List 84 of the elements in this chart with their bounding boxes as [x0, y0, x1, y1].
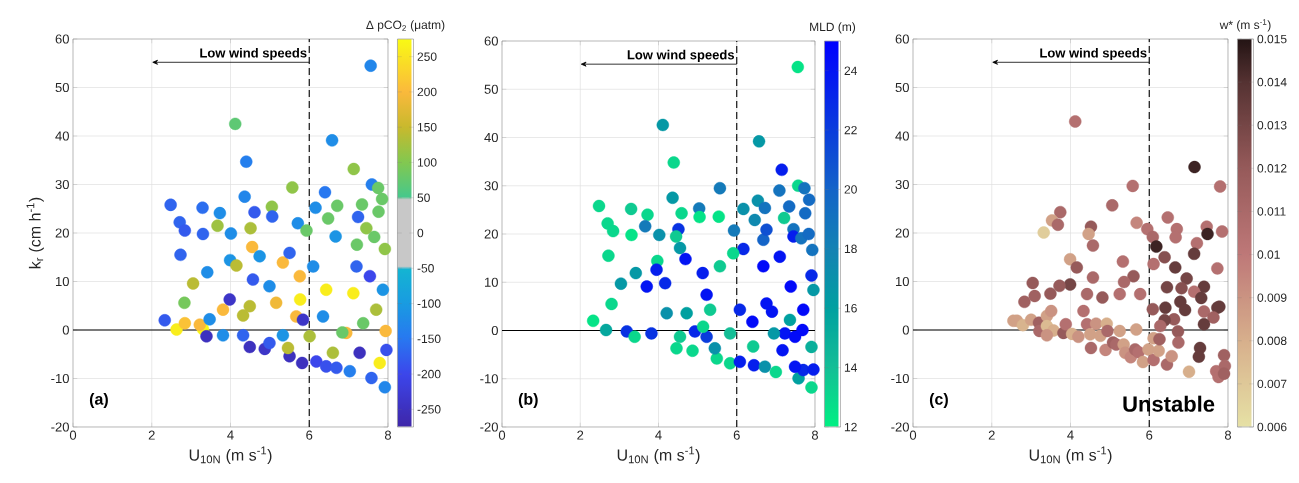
y-tick-label: 0	[62, 325, 69, 335]
annotation: (b)	[518, 393, 538, 409]
y-tick-label: -10	[891, 373, 909, 384]
annotation: (a)	[89, 393, 108, 408]
annotation: Low wind speeds	[1040, 47, 1147, 61]
color-bar-label: 50	[417, 193, 430, 202]
y-tick-label: -10	[51, 373, 69, 384]
x-tick-label: 8	[811, 430, 819, 440]
color-bar-label: 0.014	[1257, 77, 1287, 87]
y-tick-label: 30	[484, 181, 498, 191]
color-bar-label: 24	[844, 66, 858, 75]
x-tick-label: 4	[655, 430, 662, 440]
color-bar-label: 16	[844, 303, 857, 313]
color-bar-title: Δ pCO$_{2}$ (μatm)	[366, 20, 445, 32]
color-bar-label: 12	[844, 422, 857, 432]
annotation: (c)	[929, 393, 948, 408]
y-tick-label: 30	[895, 179, 909, 190]
y-tick-label: 60	[895, 34, 909, 44]
color-bar-label: 0.011	[1257, 207, 1286, 216]
y-axis-title: k$_{r}$ (cm h$^{-1}$)	[26, 197, 44, 269]
color-bar-label: 0.015	[1257, 34, 1287, 44]
x-axis-title: U$_{10N}$ (m s$^{-1}$)	[1029, 446, 1112, 464]
x-tick-label: 6	[733, 430, 740, 440]
color-bar-label: 250	[417, 52, 437, 61]
color-bar-title: w* (m s$^{-1}$)	[1219, 19, 1271, 32]
y-tick-label: -20	[51, 422, 69, 432]
x-axis-title: U$_{10N}$ (m s$^{-1}$)	[617, 446, 700, 464]
color-bar-label: -150	[417, 334, 441, 344]
color-bar-label: 0.013	[1257, 120, 1287, 130]
color-bar-label: 0.007	[1257, 379, 1287, 389]
color-bar-label: -250	[417, 405, 441, 414]
y-tick-label: 60	[55, 34, 69, 44]
x-tick-label: 8	[384, 430, 392, 440]
y-tick-label: 0	[491, 325, 498, 336]
color-bar-label: 0	[417, 228, 424, 238]
x-tick-label: 6	[306, 430, 313, 440]
color-bar-title: MLD (m)	[810, 22, 856, 34]
color-bar-label: 20	[844, 185, 857, 194]
y-tick-label: 10	[56, 276, 69, 287]
y-tick-label: 20	[484, 229, 498, 239]
x-tick-label: 0	[498, 430, 506, 440]
color-bar-label: 0.012	[1257, 164, 1287, 173]
x-tick-label: 2	[148, 430, 155, 440]
x-tick-label: 0	[909, 430, 917, 440]
color-bar-label: 150	[417, 122, 437, 132]
y-tick-label: 0	[902, 325, 909, 335]
color-bar-label: 0.008	[1257, 336, 1287, 346]
x-tick-label: 4	[227, 430, 234, 440]
y-tick-label: 60	[484, 36, 498, 46]
color-bar-label: 22	[844, 125, 857, 135]
y-tick-label: -20	[891, 422, 909, 432]
x-tick-label: 2	[577, 430, 584, 440]
color-bar-label: 14	[844, 363, 858, 372]
y-tick-label: 20	[895, 228, 909, 238]
y-tick-label: 50	[55, 82, 69, 93]
y-tick-label: 40	[484, 132, 498, 143]
y-tick-label: 50	[895, 82, 909, 93]
color-bar-label: -50	[417, 264, 434, 273]
y-tick-label: 30	[55, 179, 69, 190]
color-bar-label: 0.006	[1257, 422, 1287, 432]
annotation: Unstable	[1123, 395, 1215, 412]
x-axis-title: U$_{10N}$ (m s$^{-1}$)	[189, 446, 272, 464]
y-tick-label: -20	[480, 422, 498, 432]
color-bar-label: -200	[417, 369, 441, 379]
color-bar-label: 0.009	[1257, 293, 1287, 302]
x-tick-label: 4	[1067, 430, 1074, 440]
x-tick-label: 8	[1224, 430, 1232, 440]
color-bar-label: 0.01	[1257, 250, 1280, 259]
y-tick-label: 40	[55, 131, 69, 141]
y-tick-label: 10	[896, 276, 909, 287]
annotation: Low wind speeds	[200, 47, 307, 61]
x-tick-label: 6	[1146, 430, 1153, 440]
annotation: Low wind speeds	[627, 49, 735, 62]
x-tick-label: 2	[988, 430, 995, 440]
color-bar-label: 200	[417, 87, 437, 97]
y-tick-label: 50	[484, 84, 498, 94]
color-bar-label: 18	[844, 244, 857, 254]
x-tick-label: 0	[69, 430, 77, 440]
y-tick-label: 10	[485, 277, 498, 287]
color-bar-label: -100	[417, 299, 441, 308]
y-tick-label: 40	[895, 131, 909, 141]
y-tick-label: -10	[480, 374, 498, 384]
y-tick-label: 20	[55, 228, 69, 238]
color-bar-label: 100	[417, 158, 437, 167]
